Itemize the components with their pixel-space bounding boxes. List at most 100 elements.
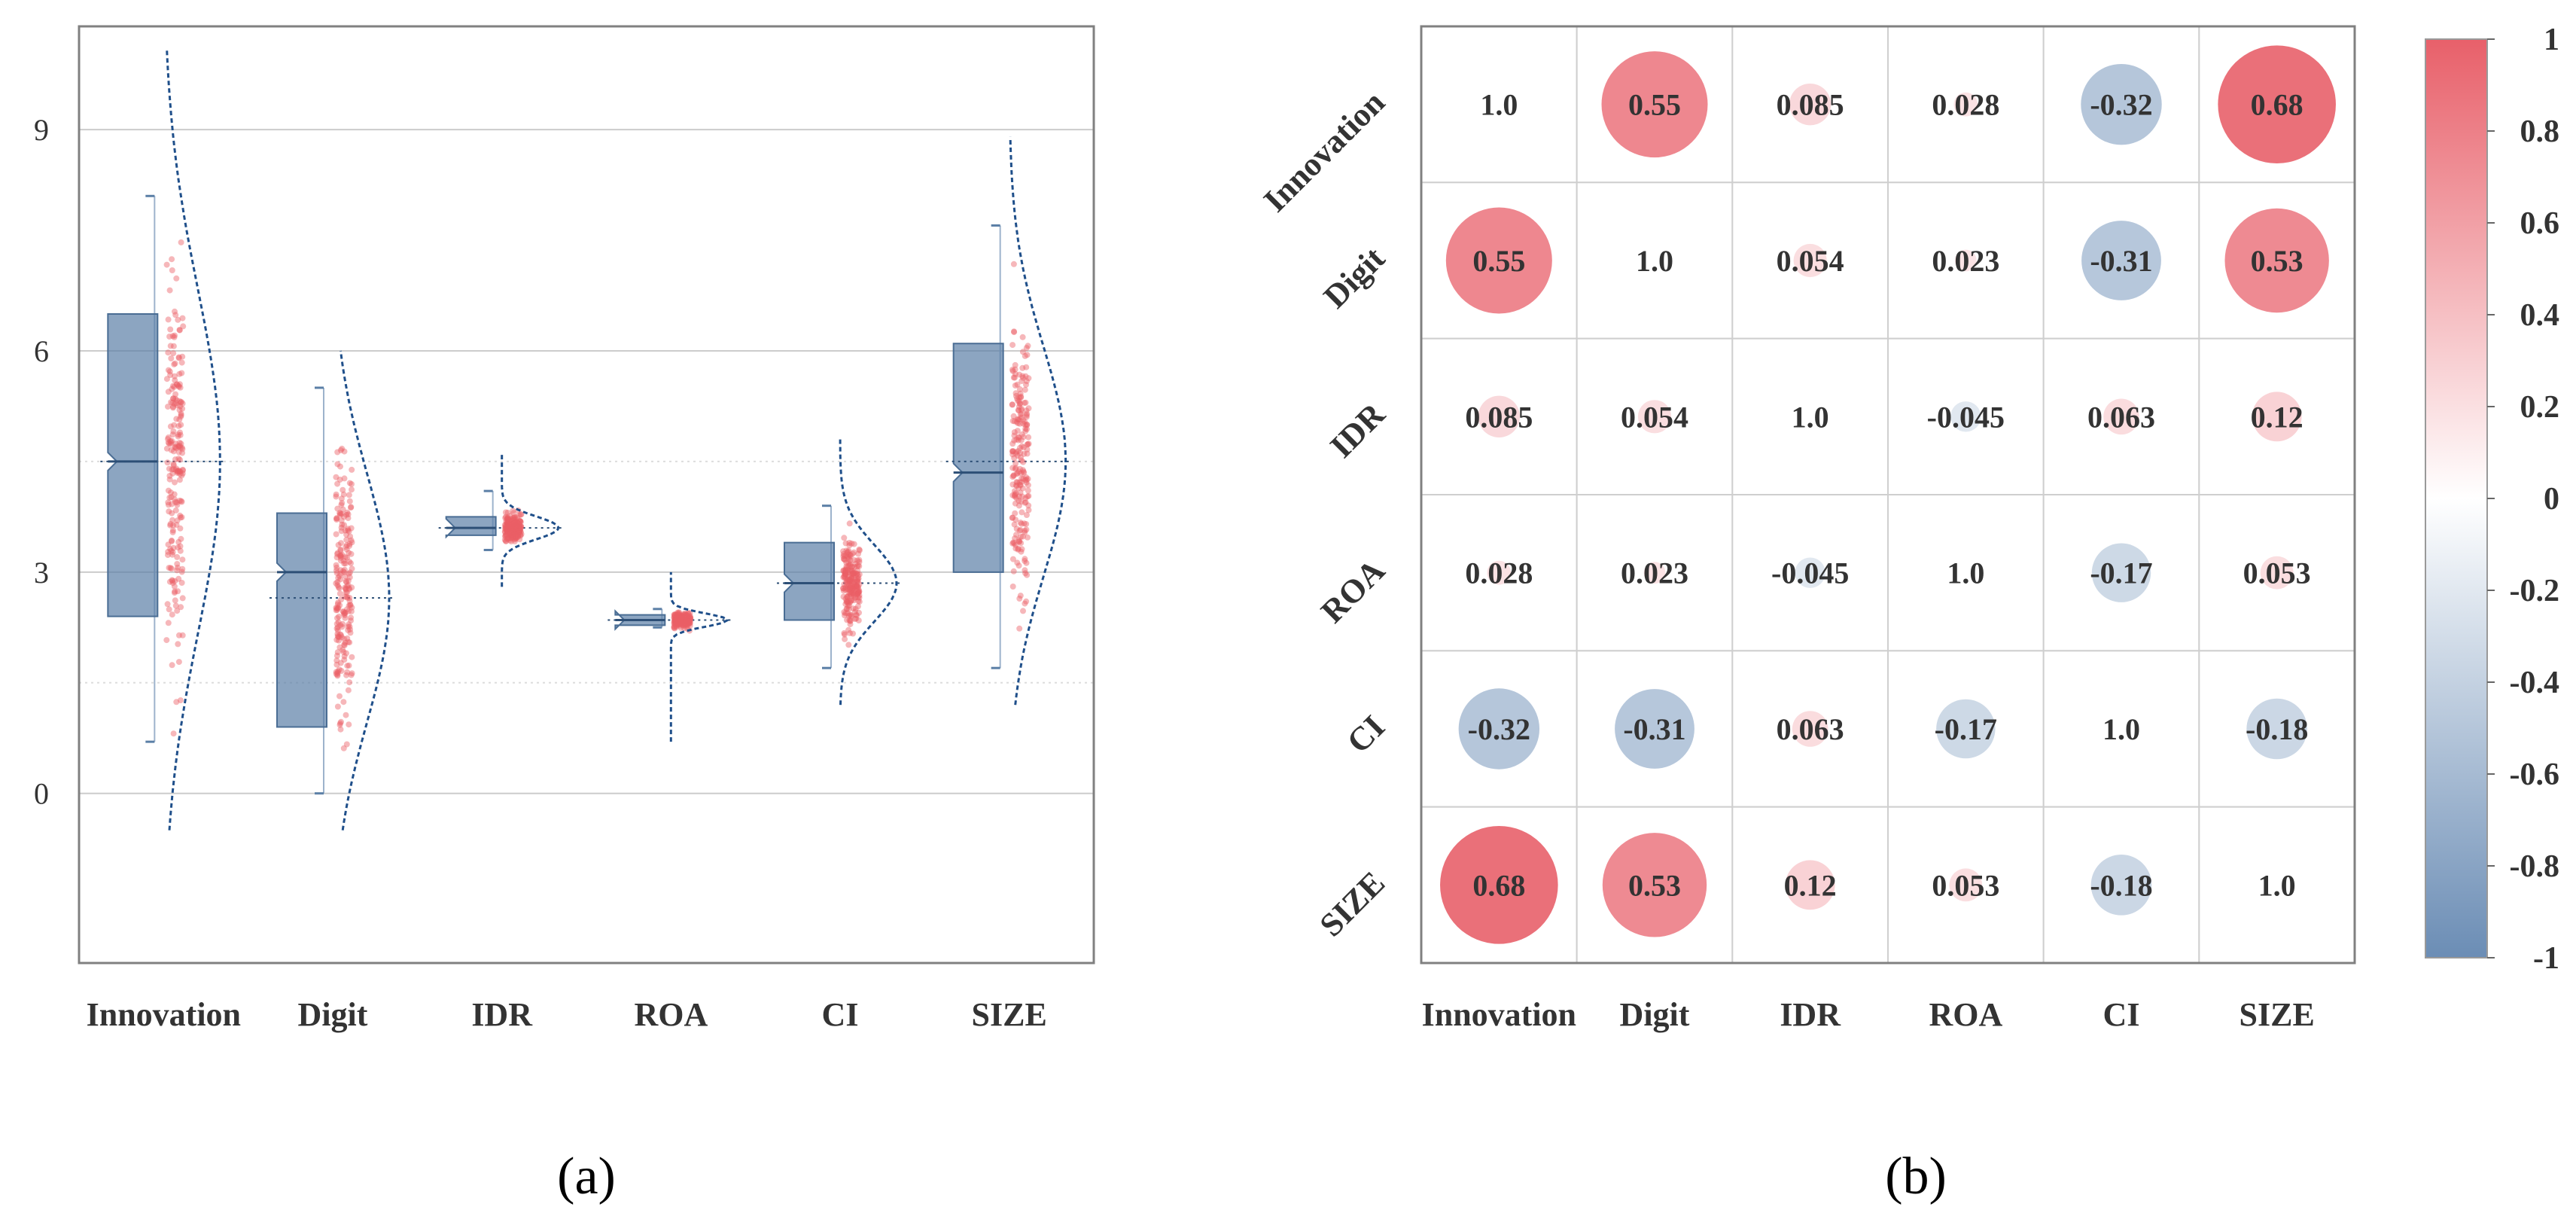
data-point — [508, 523, 515, 529]
heatmap-cell: 0.053 — [1887, 806, 2045, 964]
data-point — [504, 523, 511, 530]
data-point — [849, 570, 856, 577]
data-point — [333, 607, 340, 614]
data-point — [506, 521, 513, 528]
data-point — [681, 610, 688, 617]
data-point — [840, 568, 847, 574]
data-point — [687, 620, 693, 626]
cell-value: 0.68 — [2251, 88, 2303, 122]
data-point — [507, 529, 513, 536]
data-point — [1012, 392, 1019, 399]
data-point — [513, 514, 520, 521]
data-point — [179, 400, 186, 407]
data-point — [333, 669, 340, 675]
data-point — [178, 399, 184, 406]
data-point — [1015, 498, 1022, 504]
data-point — [338, 495, 345, 502]
data-point — [346, 543, 353, 549]
data-point — [856, 592, 863, 599]
data-point — [842, 571, 849, 578]
data-point — [840, 548, 847, 555]
heatmap-x-label: IDR — [1780, 996, 1841, 1033]
data-point — [513, 527, 519, 534]
cell-value: 0.12 — [1784, 868, 1837, 902]
data-point — [853, 615, 860, 622]
data-point — [173, 416, 180, 422]
data-point — [847, 618, 854, 624]
data-point — [517, 523, 524, 530]
data-point — [844, 566, 851, 573]
raincloud-ci — [777, 439, 900, 706]
data-point — [842, 571, 849, 578]
data-point — [677, 619, 684, 626]
data-point — [513, 525, 519, 532]
cell-value: 0.085 — [1465, 400, 1533, 434]
data-point — [683, 612, 690, 619]
data-point — [340, 620, 346, 627]
cell-value: 0.68 — [1472, 868, 1525, 902]
data-point — [686, 617, 693, 624]
data-point — [846, 540, 853, 546]
data-point — [1019, 405, 1025, 412]
data-point — [515, 520, 521, 526]
data-point — [176, 468, 183, 475]
data-point — [849, 571, 855, 578]
data-point — [1018, 394, 1025, 401]
data-point — [172, 467, 179, 474]
data-point — [845, 556, 852, 562]
data-point — [179, 470, 186, 477]
data-point — [854, 590, 861, 596]
data-point — [165, 367, 172, 373]
data-point — [337, 726, 344, 733]
heatmap-y-label: Innovation — [1256, 84, 1392, 219]
data-point — [333, 515, 340, 522]
data-point — [680, 611, 687, 617]
data-point — [504, 535, 510, 542]
data-point — [337, 553, 344, 559]
data-point — [855, 587, 862, 593]
data-point — [346, 492, 352, 498]
data-point — [510, 535, 517, 541]
data-point — [177, 525, 184, 532]
data-point — [338, 501, 345, 508]
data-point — [1010, 374, 1017, 381]
data-point — [510, 525, 516, 531]
data-point — [674, 619, 681, 626]
data-point — [844, 598, 851, 605]
data-point — [1009, 514, 1015, 521]
data-point — [334, 582, 341, 589]
data-point — [842, 610, 848, 617]
data-point — [853, 583, 860, 590]
data-point — [1010, 539, 1017, 546]
data-point — [513, 522, 520, 529]
data-point — [1022, 418, 1028, 425]
data-point — [169, 662, 175, 669]
data-point — [684, 617, 691, 623]
data-point — [673, 617, 680, 623]
data-point — [675, 616, 682, 623]
data-point — [671, 614, 677, 621]
data-point — [1018, 414, 1025, 421]
data-point — [167, 520, 174, 527]
data-point — [671, 623, 677, 630]
data-point — [675, 609, 682, 616]
data-point — [503, 532, 510, 538]
data-point — [334, 615, 340, 621]
colorbar-tick-label: -0.4 — [2510, 666, 2560, 700]
data-point — [163, 376, 170, 382]
data-point — [173, 465, 180, 472]
data-point — [336, 602, 343, 608]
data-point — [335, 619, 342, 626]
data-point — [855, 589, 862, 596]
data-point — [1012, 491, 1019, 498]
data-point — [1019, 479, 1025, 486]
data-point — [1016, 416, 1022, 423]
data-point — [507, 535, 514, 541]
data-point — [1010, 413, 1017, 419]
data-point — [851, 589, 857, 596]
data-point — [341, 635, 348, 642]
data-point — [518, 511, 525, 518]
data-point — [340, 745, 347, 751]
data-point — [679, 621, 686, 628]
data-point — [1019, 493, 1026, 500]
